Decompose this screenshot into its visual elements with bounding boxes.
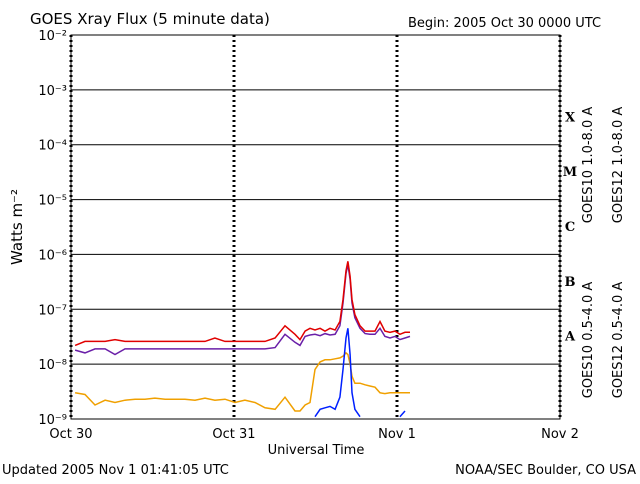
flare-class-label: C <box>565 220 575 235</box>
series-line <box>74 261 410 347</box>
chart-title: GOES Xray Flux (5 minute data) <box>30 10 270 28</box>
x-tick-label: Nov 1 <box>378 427 416 442</box>
y-tick-label: 10⁻² <box>38 29 67 44</box>
y-tick-label: 10⁻⁹ <box>38 413 67 428</box>
x-axis-label: Universal Time <box>268 443 365 458</box>
footer-left: Updated 2005 Nov 1 01:41:05 UTC <box>2 463 229 478</box>
legend-entry: GOES10 0.5-4.0 A <box>581 282 596 399</box>
flare-class-label: B <box>565 275 576 290</box>
y-tick-label: 10⁻⁴ <box>38 139 67 154</box>
x-tick-label: Nov 2 <box>541 427 579 442</box>
flare-class-label: M <box>563 165 577 180</box>
y-tick-label: 10⁻⁶ <box>38 248 67 263</box>
x-tick-label: Oct 30 <box>49 427 92 442</box>
flare-class-label: A <box>564 330 576 345</box>
y-tick-label: 10⁻⁸ <box>38 358 67 373</box>
y-tick-label: 10⁻⁷ <box>38 303 67 318</box>
series-line <box>74 351 410 412</box>
y-tick-label: 10⁻³ <box>38 84 67 99</box>
legend-entry: GOES12 0.5-4.0 A <box>611 282 626 399</box>
chart-subtitle: Begin: 2005 Oct 30 0000 UTC <box>408 16 601 31</box>
y-axis-label: Watts m⁻² <box>8 189 26 265</box>
y-tick-label: 10⁻⁵ <box>38 194 67 209</box>
footer-right: NOAA/SEC Boulder, CO USA <box>455 463 636 478</box>
flare-class-label: X <box>565 110 576 125</box>
legend-entry: GOES10 1.0-8.0 A <box>581 107 596 224</box>
plot-frame <box>70 34 561 420</box>
legend-entry: GOES12 1.0-8.0 A <box>611 107 626 224</box>
series-line <box>74 264 411 356</box>
x-tick-label: Oct 31 <box>212 427 255 442</box>
series-line <box>314 328 406 418</box>
